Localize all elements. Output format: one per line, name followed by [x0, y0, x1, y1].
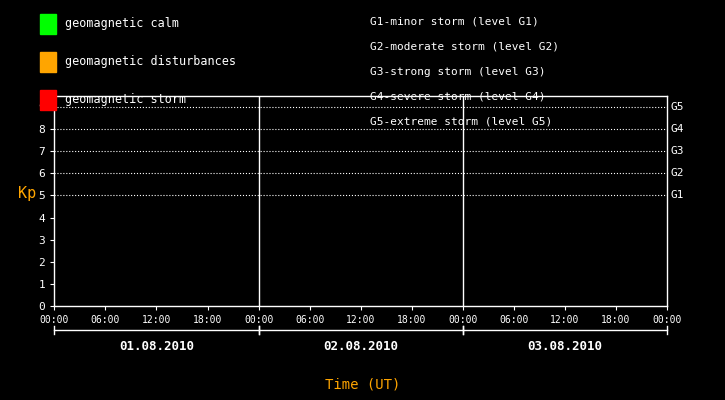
Text: G4: G4: [671, 124, 684, 134]
Text: G4-severe storm (level G4): G4-severe storm (level G4): [370, 92, 545, 102]
Y-axis label: Kp: Kp: [18, 186, 36, 201]
Text: Time (UT): Time (UT): [325, 378, 400, 392]
Text: geomagnetic disturbances: geomagnetic disturbances: [65, 56, 236, 68]
Text: G5: G5: [671, 102, 684, 112]
Text: 01.08.2010: 01.08.2010: [119, 340, 194, 353]
Text: geomagnetic storm: geomagnetic storm: [65, 94, 186, 106]
Text: G1: G1: [671, 190, 684, 200]
Text: G2: G2: [671, 168, 684, 178]
Text: G1-minor storm (level G1): G1-minor storm (level G1): [370, 17, 539, 27]
Text: G3: G3: [671, 146, 684, 156]
Text: G3-strong storm (level G3): G3-strong storm (level G3): [370, 67, 545, 77]
Text: G2-moderate storm (level G2): G2-moderate storm (level G2): [370, 42, 559, 52]
Text: 03.08.2010: 03.08.2010: [527, 340, 602, 353]
Text: G5-extreme storm (level G5): G5-extreme storm (level G5): [370, 116, 552, 126]
Text: 02.08.2010: 02.08.2010: [323, 340, 398, 353]
Text: geomagnetic calm: geomagnetic calm: [65, 18, 178, 30]
